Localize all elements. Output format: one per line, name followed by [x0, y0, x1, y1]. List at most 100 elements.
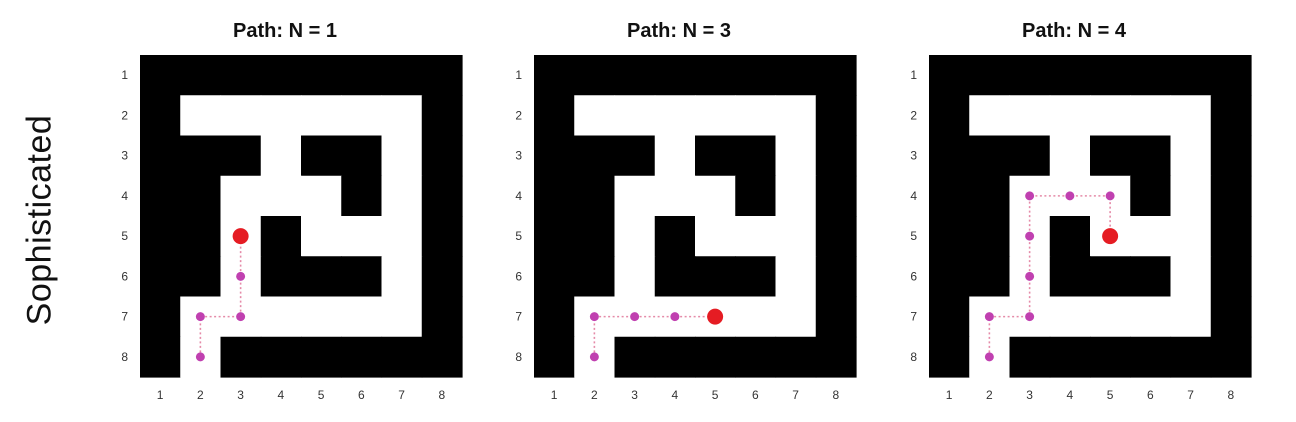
maze-wall-cell — [1170, 336, 1212, 378]
maze-open-cell — [695, 175, 736, 217]
maze-wall-cell — [695, 135, 736, 177]
maze-wall-cell — [1090, 256, 1131, 298]
maze-wall-cell — [341, 336, 383, 378]
y-tick-label: 3 — [121, 149, 128, 163]
x-tick-label: 7 — [398, 388, 405, 402]
x-tick-label: 6 — [1147, 388, 1154, 402]
x-tick-label: 6 — [752, 388, 759, 402]
maze-wall-cell — [220, 55, 262, 96]
maze-wall-cell — [1210, 95, 1252, 137]
maze-wall-cell — [969, 135, 1011, 177]
maze-wall-cell — [180, 55, 222, 96]
x-tick-label: 3 — [631, 388, 638, 402]
x-tick-label: 2 — [986, 388, 993, 402]
maze-wall-cell — [140, 135, 181, 177]
maze-open-cell — [220, 95, 262, 137]
maze-wall-cell — [695, 256, 736, 298]
maze-open-cell — [775, 256, 817, 298]
maze-wall-cell — [140, 216, 181, 257]
maze-wall-cell — [929, 296, 970, 338]
maze-wall-cell — [735, 336, 777, 378]
panel-title: Path: N = 3 — [627, 20, 731, 42]
maze-wall-cell — [260, 216, 302, 257]
x-tick-label: 4 — [672, 388, 679, 402]
y-tick-label: 3 — [515, 149, 522, 163]
x-tick-label: 2 — [591, 388, 598, 402]
maze-open-cell — [1170, 296, 1212, 338]
maze-open-cell — [614, 95, 656, 137]
maze-wall-cell — [421, 336, 463, 378]
maze-plot: 1 2 3 4 5 6 7 8 1 2 3 4 5 6 7 8 — [121, 55, 463, 402]
y-tick-label: 4 — [910, 189, 917, 203]
maze-open-cell — [1170, 175, 1212, 217]
maze-wall-cell — [534, 135, 575, 177]
maze-wall-cell — [815, 296, 857, 338]
maze-wall-cell — [421, 135, 463, 177]
row-label: Sophisticated — [20, 114, 59, 326]
maze-open-cell — [381, 216, 423, 257]
maze-open-cell — [969, 95, 1011, 137]
y-tick-label: 1 — [515, 68, 522, 82]
maze-wall-cell — [220, 336, 262, 378]
y-tick-label: 7 — [121, 310, 128, 324]
maze-wall-cell — [815, 175, 857, 217]
x-tick-label: 5 — [712, 388, 719, 402]
maze-wall-cell — [1049, 216, 1091, 257]
maze-wall-cell — [929, 95, 970, 137]
maze-wall-cell — [341, 175, 383, 217]
maze-wall-cell — [735, 175, 777, 217]
maze-wall-cell — [1210, 216, 1252, 257]
maze-wall-cell — [929, 135, 970, 177]
path-point — [589, 312, 599, 322]
maze-open-cell — [1049, 296, 1091, 338]
maze-open-cell — [1009, 95, 1051, 137]
maze-open-cell — [614, 216, 656, 257]
path-point — [670, 312, 680, 322]
maze-wall-cell — [220, 135, 262, 177]
maze-open-cell — [381, 175, 423, 217]
maze-open-cell — [341, 216, 383, 257]
maze-wall-cell — [929, 216, 970, 257]
x-tick-label: 5 — [318, 388, 325, 402]
maze-wall-cell — [574, 256, 616, 298]
maze-wall-cell — [654, 336, 696, 378]
maze-wall-cell — [140, 95, 181, 137]
maze-wall-cell — [1049, 336, 1091, 378]
y-tick-label: 6 — [910, 269, 917, 283]
path-point — [984, 352, 994, 362]
x-tick-label: 3 — [1026, 388, 1033, 402]
maze-wall-cell — [1009, 336, 1051, 378]
maze-wall-cell — [260, 256, 302, 298]
maze-open-cell — [654, 135, 696, 177]
agent-position-marker — [1102, 228, 1119, 245]
y-tick-label: 7 — [910, 310, 917, 324]
maze-wall-cell — [1090, 55, 1131, 96]
maze-open-cell — [614, 175, 656, 217]
maze-wall-cell — [1210, 55, 1252, 96]
y-tick-label: 6 — [121, 269, 128, 283]
path-point — [1025, 191, 1035, 201]
maze-open-cell — [301, 216, 342, 257]
maze-open-cell — [695, 216, 736, 257]
maze-open-cell — [1090, 95, 1131, 137]
path-point — [195, 312, 205, 322]
maze-wall-cell — [695, 336, 736, 378]
x-tick-label: 5 — [1107, 388, 1114, 402]
maze-wall-cell — [654, 55, 696, 96]
maze-open-cell — [654, 175, 696, 217]
maze-wall-cell — [969, 175, 1011, 217]
maze-open-cell — [775, 135, 817, 177]
maze-wall-cell — [341, 55, 383, 96]
maze-wall-cell — [969, 256, 1011, 298]
maze-wall-cell — [815, 135, 857, 177]
maze-wall-cell — [614, 55, 656, 96]
maze-wall-cell — [180, 256, 222, 298]
maze-wall-cell — [534, 336, 575, 378]
maze-open-cell — [381, 95, 423, 137]
maze-wall-cell — [1049, 55, 1091, 96]
x-tick-label: 3 — [237, 388, 244, 402]
x-tick-label: 8 — [833, 388, 840, 402]
maze-open-cell — [614, 256, 656, 298]
maze-open-cell — [775, 216, 817, 257]
maze-wall-cell — [301, 55, 342, 96]
